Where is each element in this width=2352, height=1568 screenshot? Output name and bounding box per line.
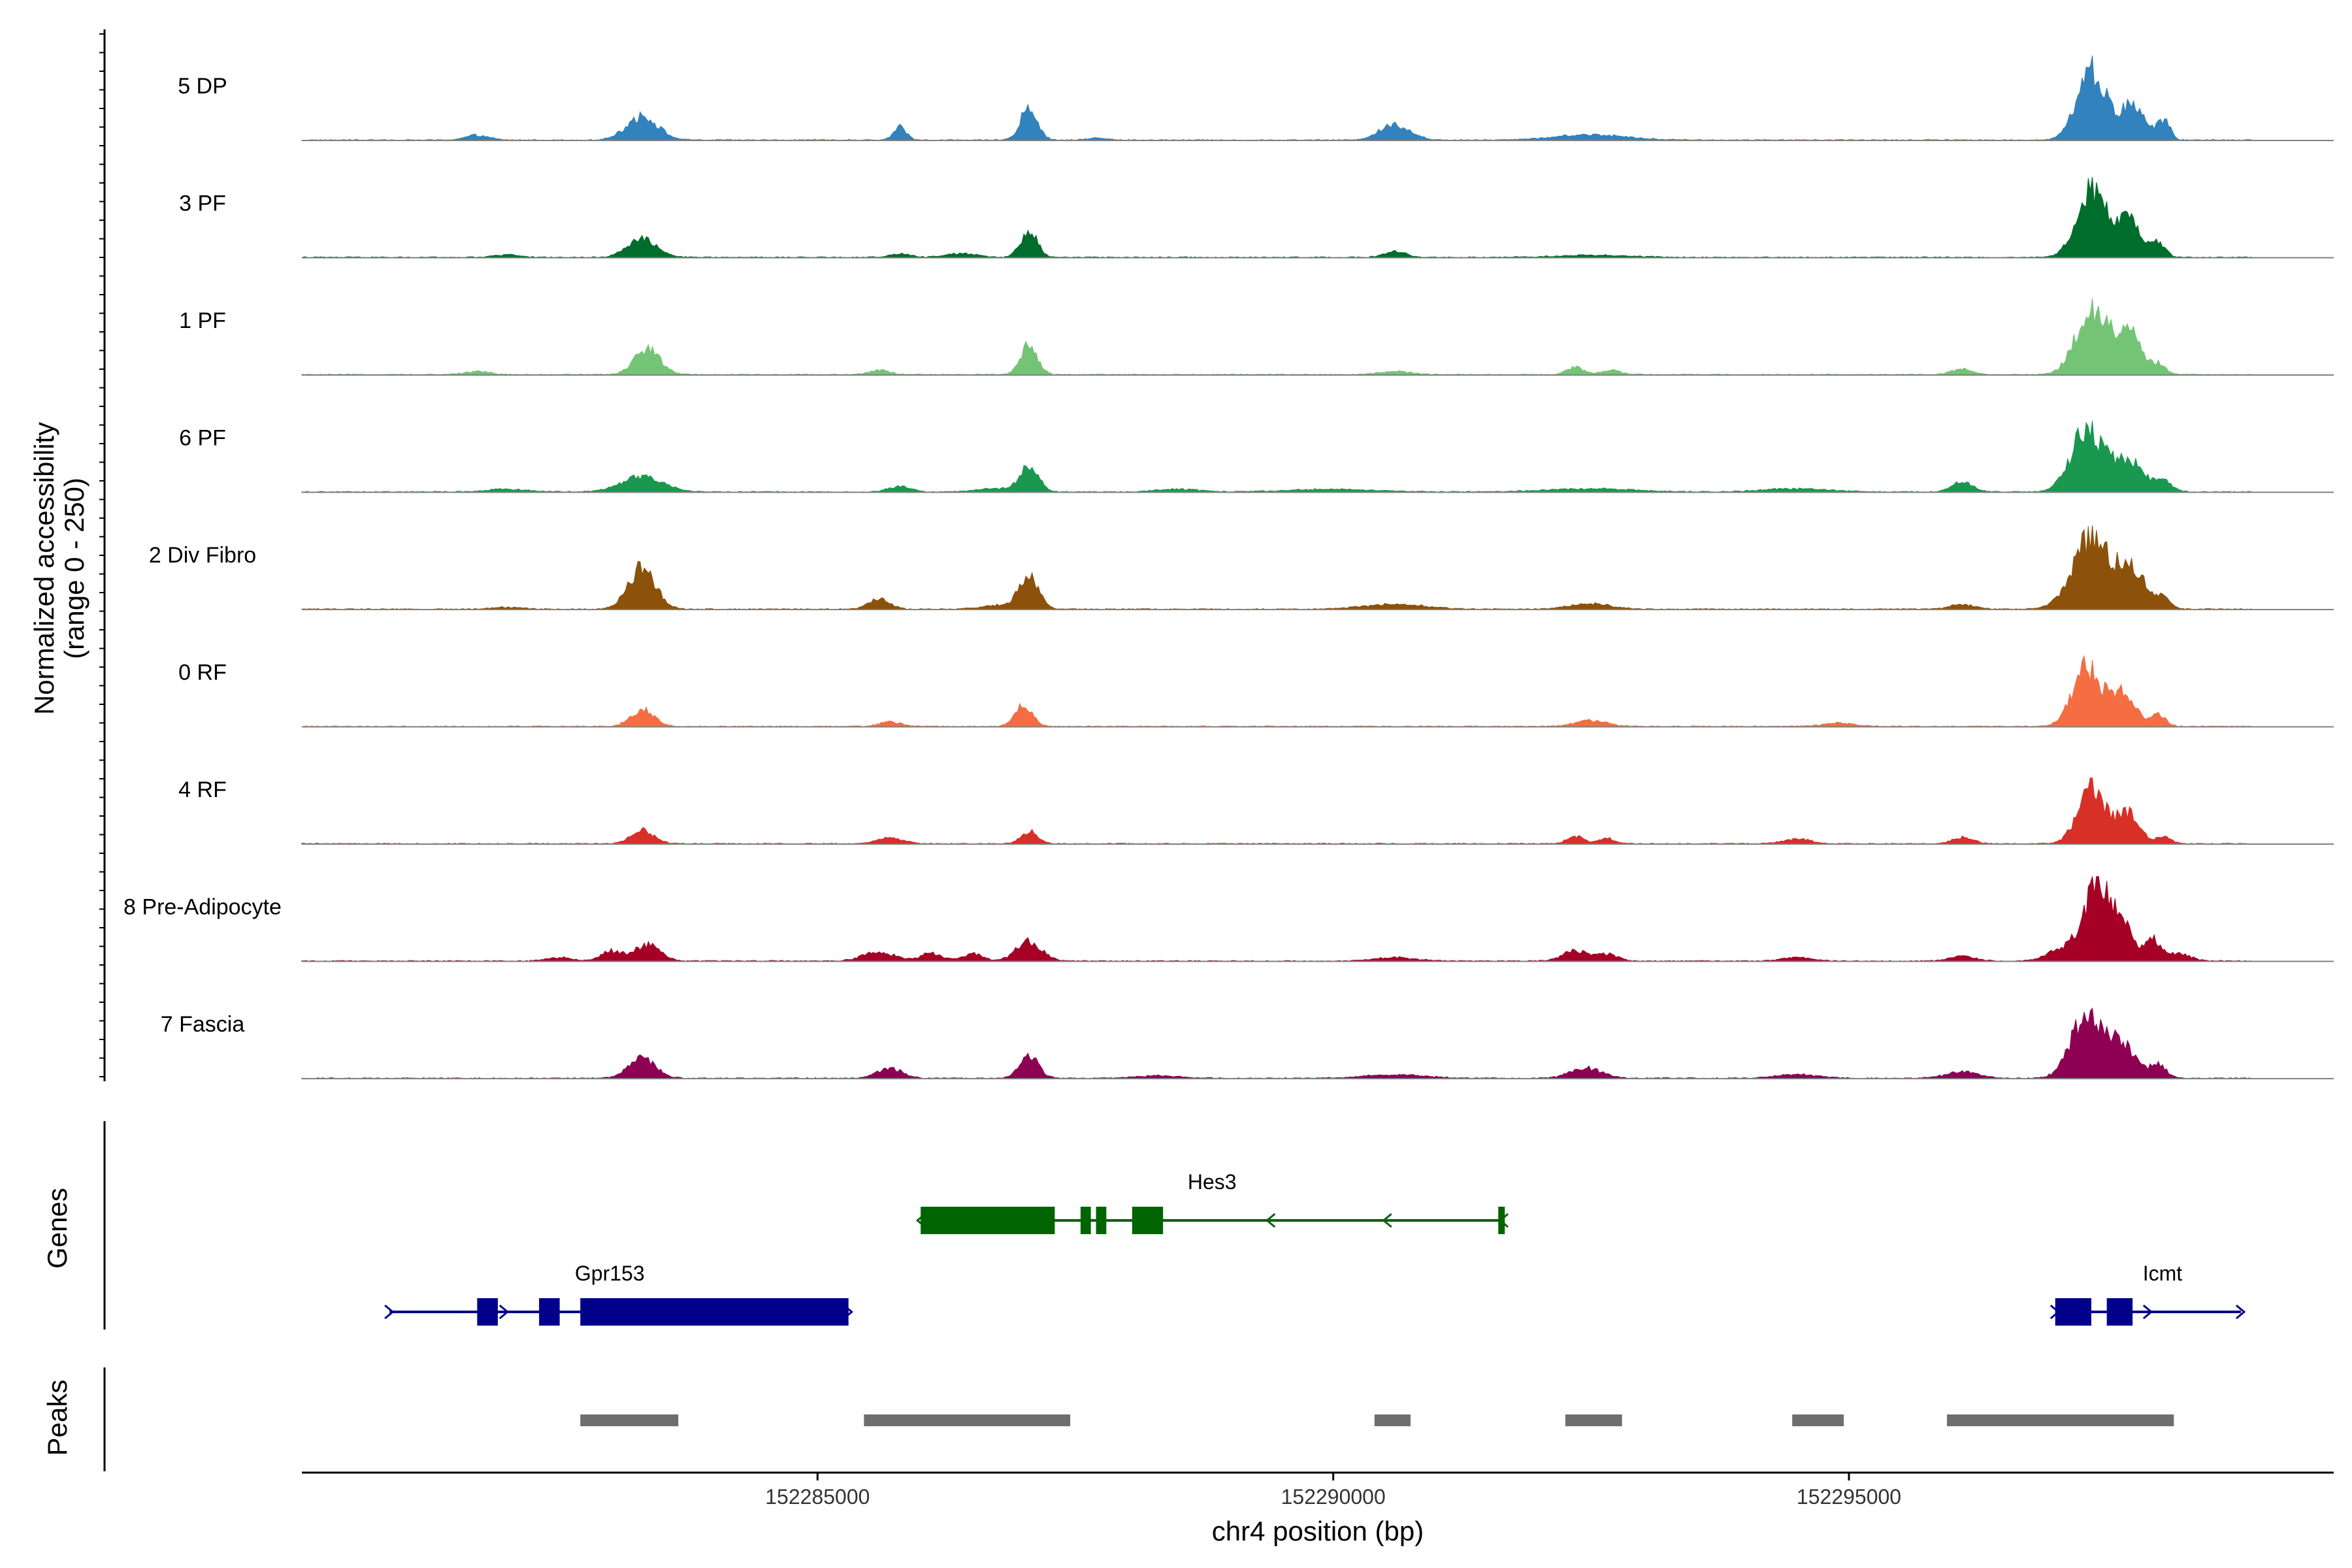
peak-region-bar: [1565, 1414, 1622, 1426]
gene-annotations: Hes3 Gpr153 Icmt: [384, 1170, 2246, 1326]
coverage-area: [301, 876, 2252, 962]
peaks-panel-label: Peaks: [42, 1380, 73, 1456]
track-label: 2 Div Fibro: [149, 543, 256, 568]
gene-exon: [580, 1298, 849, 1326]
peak-region-bar: [1792, 1414, 1844, 1426]
gene-exon: [1080, 1207, 1091, 1234]
track-label: 0 RF: [178, 661, 227, 685]
strand-arrow-icon: [2142, 1304, 2153, 1320]
coverage-track: 0 RF: [178, 655, 2334, 728]
strand-arrow-icon: [384, 1304, 395, 1320]
x-tick-label: 152285000: [765, 1485, 870, 1509]
strand-arrow-icon: [2235, 1304, 2246, 1320]
coverage-area: [301, 655, 2252, 728]
coverage-tracks: 5 DP 3 PF 1 PF 6 PF 2 Div Fibro 0 RF 4 RF 8 Pre…: [123, 55, 2334, 1079]
coverage-track: 8 Pre-Adipocyte: [123, 876, 2334, 962]
track-label: 3 PF: [179, 191, 226, 216]
gene-exon: [1132, 1207, 1164, 1234]
gene-exon: [2106, 1298, 2133, 1326]
gene-exon: [921, 1207, 1055, 1234]
gene-label: Gpr153: [575, 1262, 645, 1285]
peak-region-bar: [580, 1414, 679, 1426]
peak-region-bar: [1374, 1414, 1411, 1426]
x-axis-title: chr4 position (bp): [1212, 1516, 1424, 1546]
gene-exon: [1498, 1207, 1505, 1234]
track-label: 8 Pre-Adipocyte: [123, 895, 282, 920]
y-axis-title: Normalized accessibility (range 0 - 250): [29, 422, 90, 715]
coverage-area: [301, 1007, 2252, 1079]
x-tick-label: 152290000: [1281, 1485, 1386, 1509]
coverage-area: [301, 777, 2252, 845]
gene-model: Icmt: [2050, 1262, 2246, 1326]
genes-panel-label: Genes: [42, 1188, 73, 1269]
track-label: 4 RF: [178, 777, 227, 802]
track-label: 5 DP: [178, 74, 227, 99]
y-axis-title-range: (range 0 - 250): [59, 478, 90, 659]
gene-exon: [477, 1298, 498, 1326]
gene-exon: [2055, 1298, 2092, 1326]
coverage-track: 7 Fascia: [161, 1007, 2334, 1079]
coverage-area: [301, 525, 2252, 610]
track-label: 7 Fascia: [161, 1012, 245, 1037]
coverage-area: [301, 421, 2252, 493]
coverage-track: 2 Div Fibro: [149, 525, 2334, 610]
coverage-track: 3 PF: [179, 176, 2334, 259]
track-label: 1 PF: [179, 308, 226, 333]
gene-exon: [539, 1298, 560, 1326]
peak-region-bar: [1946, 1414, 2174, 1426]
peak-region-bar: [864, 1414, 1071, 1426]
strand-arrow-icon: [1266, 1213, 1276, 1228]
coverage-y-axis: [99, 29, 106, 1081]
y-axis-title-main: Normalized accessibility: [29, 422, 59, 715]
coverage-area: [301, 55, 2252, 141]
gene-exon: [1096, 1207, 1107, 1234]
strand-arrow-icon: [1382, 1213, 1392, 1228]
coverage-area: [301, 176, 2252, 259]
coverage-area: [301, 298, 2252, 376]
coverage-track: 1 PF: [179, 298, 2334, 376]
strand-arrow-icon: [498, 1304, 510, 1320]
peak-regions: [580, 1414, 2174, 1426]
gene-label: Icmt: [2143, 1262, 2183, 1285]
coverage-track: 5 DP: [178, 55, 2334, 141]
x-axis: 152285000 152290000 152295000: [302, 1471, 2334, 1509]
gene-model: Gpr153: [384, 1262, 854, 1326]
gene-label: Hes3: [1188, 1170, 1237, 1194]
coverage-track: 4 RF: [178, 777, 2334, 845]
gene-model: Hes3: [915, 1170, 1509, 1234]
x-tick-label: 152295000: [1797, 1485, 1901, 1509]
coverage-track: 6 PF: [179, 421, 2334, 493]
track-label: 6 PF: [179, 426, 226, 451]
